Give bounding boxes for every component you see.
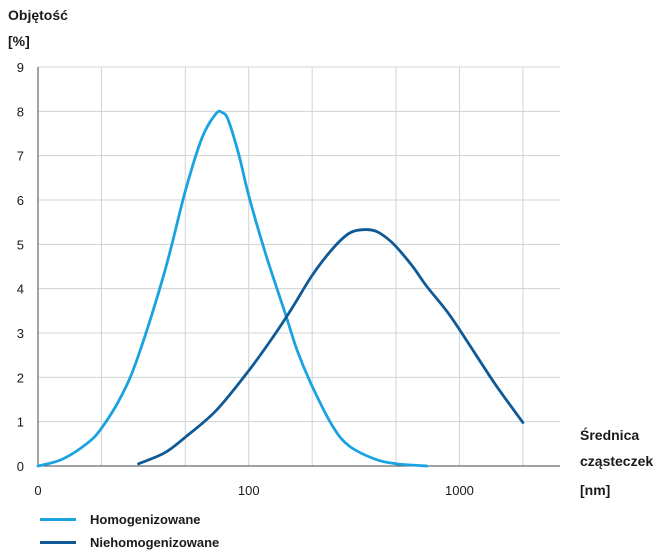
- x-axis-title-line1: Średnica: [580, 426, 639, 443]
- y-axis-title: Objętość: [8, 7, 68, 23]
- legend-swatch-niehomogenizowane: [40, 541, 76, 544]
- y-tick-label: 6: [17, 193, 24, 208]
- y-tick-label: 3: [17, 326, 24, 341]
- y-tick-label: 1: [17, 415, 24, 430]
- legend-swatch-homogenizowane: [40, 518, 76, 521]
- y-tick-label: 2: [17, 370, 24, 385]
- axes: [37, 67, 560, 467]
- series-line-homogenizowane: [36, 109, 429, 468]
- y-tick-label: 9: [17, 60, 24, 75]
- legend-label-niehomogenizowane: Niehomogenizowane: [90, 535, 220, 550]
- series-line-niehomogenizowane: [137, 228, 525, 466]
- legend: Homogenizowane Niehomogenizowane: [40, 508, 219, 554]
- y-tick-labels: 0 1 2 3 4 5 6 7 8 9: [17, 60, 24, 474]
- y-tick-label: 0: [17, 459, 24, 474]
- legend-item-homogenizowane: Homogenizowane: [40, 508, 219, 531]
- y-tick-label: 5: [17, 237, 24, 252]
- x-tick-label: 100: [238, 483, 260, 498]
- x-tick-label: 1000: [445, 483, 474, 498]
- grid-lines: [38, 66, 560, 466]
- legend-label-homogenizowane: Homogenizowane: [90, 512, 201, 527]
- x-tick-label: 0: [34, 483, 41, 498]
- legend-item-niehomogenizowane: Niehomogenizowane: [40, 531, 219, 554]
- y-tick-label: 7: [17, 149, 24, 164]
- y-axis-unit: [%]: [8, 33, 30, 49]
- series-lines: [36, 109, 525, 468]
- y-tick-label: 8: [17, 104, 24, 119]
- x-axis-unit: [nm]: [580, 482, 610, 498]
- x-tick-labels: 0 100 1000: [34, 483, 474, 498]
- x-axis-title-line2: cząsteczek: [580, 453, 653, 469]
- y-tick-label: 4: [17, 282, 24, 297]
